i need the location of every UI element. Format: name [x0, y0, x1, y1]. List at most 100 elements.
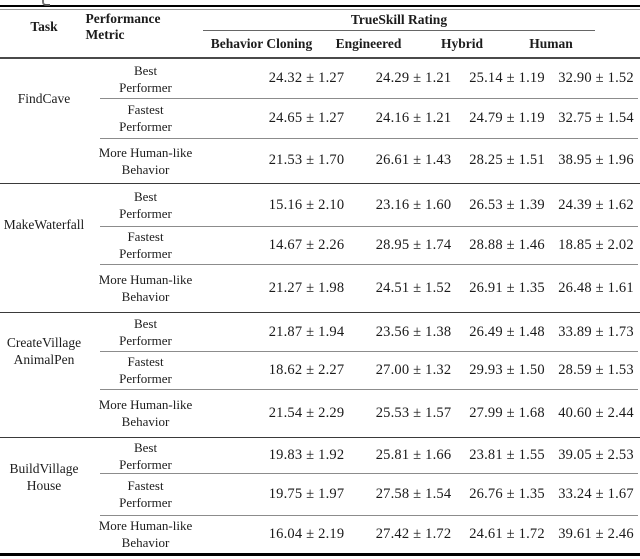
trueskill-underline-rule	[203, 30, 595, 31]
value-hybrid: 29.93 ± 1.50	[469, 361, 545, 378]
header-engineered: Engineered	[335, 36, 402, 51]
task-cell: CreateVillage AnimalPen	[0, 313, 88, 437]
value-human: 26.48 ± 1.61	[558, 279, 634, 296]
task-label-line: MakeWaterfall	[3, 216, 85, 232]
metric-cell: More Human-like Behavior	[88, 264, 248, 312]
table-row: More Human-like Behavior 21.27 ± 1.98 24…	[88, 264, 640, 312]
header-task: Task	[30, 18, 58, 34]
table-top-rule	[0, 5, 640, 7]
metric-cell: Best Performer	[88, 313, 248, 351]
header-human: Human	[529, 36, 573, 51]
task-cell: BuildVillage House	[0, 438, 88, 553]
task-label-line: BuildVillage	[9, 460, 79, 476]
header-hybrid: Hybrid	[440, 36, 483, 51]
cropped-caption-fragment	[42, 0, 50, 6]
task-label: FindCave	[18, 59, 71, 138]
table-row: Best Performer 19.83 ± 1.92 25.81 ± 1.66…	[88, 438, 640, 473]
metric-line: Performer	[119, 333, 172, 348]
task-label-line: CreateVillage	[6, 335, 82, 350]
value-human: 33.89 ± 1.73	[558, 323, 634, 340]
metric-cell: Fastest Performer	[88, 98, 248, 138]
value-engineered: 25.53 ± 1.57	[375, 404, 452, 421]
metric-line: More Human-like	[98, 144, 193, 160]
task-label-line: House	[26, 477, 62, 493]
value-human: 40.60 ± 2.44	[558, 404, 634, 421]
metric-cell: More Human-like Behavior	[88, 515, 248, 553]
value-engineered: 25.81 ± 1.66	[375, 447, 452, 463]
group-rows: Best Performer 21.87 ± 1.94 23.56 ± 1.38…	[88, 313, 640, 437]
metric-line: Performer	[119, 79, 172, 95]
value-behavior-cloning: 21.87 ± 1.94	[268, 323, 345, 340]
metric-line: Performer	[119, 246, 172, 261]
header-trueskill-rating: TrueSkill Rating	[350, 12, 448, 27]
metric-line: Performer	[119, 495, 172, 510]
value-human: 39.61 ± 2.46	[558, 525, 634, 542]
value-engineered: 26.61 ± 1.43	[375, 152, 452, 168]
value-behavior-cloning: 21.27 ± 1.98	[268, 279, 345, 296]
value-engineered: 23.16 ± 1.60	[375, 196, 452, 213]
value-hybrid: 23.81 ± 1.55	[469, 447, 545, 463]
table-header: Task Performance Metric TrueSkill Rating…	[0, 10, 640, 59]
table-row: More Human-like Behavior 16.04 ± 2.19 27…	[88, 515, 640, 553]
value-hybrid: 24.61 ± 1.72	[469, 525, 545, 542]
value-hybrid: 24.79 ± 1.19	[469, 109, 545, 126]
value-human: 24.39 ± 1.62	[558, 196, 634, 213]
metric-line: Fastest	[127, 478, 164, 493]
value-engineered: 27.58 ± 1.54	[375, 485, 452, 502]
metric-line: Best	[133, 439, 158, 455]
metric-line: Fastest	[127, 229, 164, 244]
metric-line: More Human-like	[98, 397, 193, 412]
task-group-findcave: FindCave Best Performer 24.32 ± 1.27 24.…	[0, 59, 640, 183]
value-behavior-cloning: 19.83 ± 1.92	[268, 447, 345, 463]
header-performance-metric: Performance Metric	[85, 10, 161, 42]
value-engineered: 27.42 ± 1.72	[375, 525, 452, 542]
metric-cell: Best Performer	[88, 184, 248, 226]
metric-cell: Best Performer	[88, 438, 248, 473]
metric-line: Performer	[119, 206, 172, 221]
table-row: Fastest Performer 14.67 ± 2.26 28.95 ± 1…	[88, 226, 640, 264]
value-behavior-cloning: 24.65 ± 1.27	[268, 109, 345, 126]
value-human: 38.95 ± 1.96	[558, 152, 634, 168]
metric-cell: Fastest Performer	[88, 351, 248, 389]
value-behavior-cloning: 19.75 ± 1.97	[268, 485, 345, 502]
group-rows: Best Performer 19.83 ± 1.92 25.81 ± 1.66…	[88, 438, 640, 553]
table-row: More Human-like Behavior 21.53 ± 1.70 26…	[88, 138, 640, 183]
table-row: Best Performer 21.87 ± 1.94 23.56 ± 1.38…	[88, 313, 640, 351]
task-group-makewaterfall: MakeWaterfall Best Performer 15.16 ± 2.1…	[0, 183, 640, 312]
value-behavior-cloning: 18.62 ± 2.27	[268, 361, 345, 378]
metric-line: Behavior	[121, 161, 170, 177]
value-behavior-cloning: 16.04 ± 2.19	[268, 525, 345, 542]
value-human: 18.85 ± 2.02	[558, 236, 634, 253]
task-label-line: AnimalPen	[13, 352, 75, 367]
value-human: 33.24 ± 1.67	[558, 485, 634, 502]
header-subcolumns: Behavior Cloning Engineered Hybrid Human	[203, 31, 595, 57]
metric-cell: More Human-like Behavior	[88, 389, 248, 437]
metric-line: Behavior	[121, 535, 170, 550]
task-label: MakeWaterfall	[4, 184, 85, 264]
value-hybrid: 27.99 ± 1.68	[469, 404, 545, 421]
metric-line: Performer	[119, 371, 172, 386]
value-hybrid: 26.76 ± 1.35	[469, 485, 545, 502]
metric-line: Best	[133, 62, 158, 78]
task-cell: FindCave	[0, 59, 88, 183]
metric-line: Best	[133, 189, 158, 204]
header-trueskill-group: TrueSkill Rating Behavior Cloning Engine…	[203, 10, 595, 57]
value-hybrid: 26.53 ± 1.39	[469, 196, 545, 213]
value-behavior-cloning: 15.16 ± 2.10	[268, 196, 345, 213]
table-row: Fastest Performer 18.62 ± 2.27 27.00 ± 1…	[88, 351, 640, 389]
group-rows: Best Performer 15.16 ± 2.10 23.16 ± 1.60…	[88, 184, 640, 312]
value-engineered: 24.16 ± 1.21	[375, 109, 452, 126]
task-cell: MakeWaterfall	[0, 184, 88, 312]
table-row: More Human-like Behavior 21.54 ± 2.29 25…	[88, 389, 640, 437]
value-hybrid: 25.14 ± 1.19	[469, 70, 545, 86]
metric-cell: Fastest Performer	[88, 226, 248, 264]
task-label: CreateVillage AnimalPen	[7, 313, 81, 389]
task-group-buildvillage-house: BuildVillage House Best Performer 19.83 …	[0, 437, 640, 553]
value-hybrid: 28.88 ± 1.46	[469, 236, 545, 253]
value-engineered: 28.95 ± 1.74	[375, 236, 452, 253]
value-human: 32.90 ± 1.52	[558, 70, 634, 86]
metric-cell: Fastest Performer	[88, 473, 248, 515]
header-behavior-cloning: Behavior Cloning	[210, 36, 313, 51]
table-bottom-rule	[0, 553, 640, 556]
